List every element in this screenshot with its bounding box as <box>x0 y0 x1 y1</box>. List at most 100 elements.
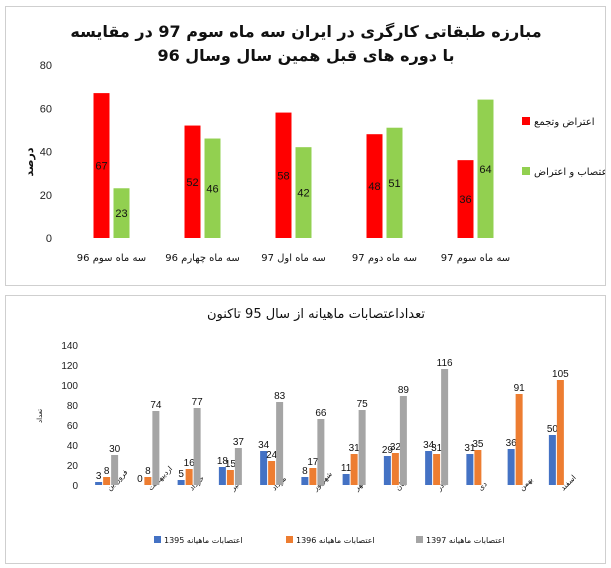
chart2-data-label: 29 <box>382 445 394 456</box>
chart2-panel: تعداداعتصابات ماهیانه از سال 95 تاکنون ت… <box>5 295 606 564</box>
chart1-title-line2: با دوره های قبل همین سال وسال 96 <box>157 46 454 65</box>
chart2-y-tick-label: 140 <box>61 341 78 352</box>
chart1-data-label: 67 <box>95 161 107 173</box>
chart2-bar-1396 <box>350 454 358 485</box>
chart2-y-tick-label: 100 <box>61 381 78 392</box>
chart1-bar-strike <box>386 127 403 238</box>
chart2-y-axis-label: تعداد <box>36 409 44 423</box>
chart2-data-label: 8 <box>302 466 308 477</box>
chart2-bar-1396 <box>309 468 317 485</box>
chart2-bar-1396 <box>226 470 234 485</box>
chart2-data-label: 31 <box>464 443 476 454</box>
chart2-bar-1395 <box>218 467 226 485</box>
chart2-data-label: 17 <box>307 457 319 468</box>
chart1-legend-swatch-strike <box>522 167 530 175</box>
chart1-y-tick-label: 60 <box>40 103 52 115</box>
chart1-svg: مبارزه طبقاتی کارگری در ایران سه ماه سوم… <box>23 22 605 264</box>
chart2-bar-1395 <box>466 454 474 485</box>
chart1-legend-label-protest: اعتراض وتجمع <box>534 117 595 128</box>
chart1-legend-label-strike: اعتصاب و اعتراض <box>534 167 605 178</box>
chart2-data-label: 34 <box>423 440 435 451</box>
chart2-bar-1395 <box>548 435 556 485</box>
chart1-bar-protest <box>93 93 110 238</box>
chart1-data-label: 46 <box>206 183 218 195</box>
chart2-bar-1397 <box>111 455 119 485</box>
chart2-bar-1396 <box>268 461 276 485</box>
chart1-y-tick-label: 40 <box>40 147 52 159</box>
chart2-data-label: 75 <box>357 399 369 410</box>
chart2-data-label: 35 <box>472 439 484 450</box>
chart2-data-label: 77 <box>192 397 204 408</box>
chart2-y-tick-label: 20 <box>67 461 79 472</box>
chart2-data-label: 89 <box>398 385 410 396</box>
chart2-bar-1397 <box>358 410 366 485</box>
chart2-bar-1396 <box>474 450 482 485</box>
chart2-bar-1395 <box>342 474 350 485</box>
chart1-data-label: 51 <box>388 178 400 190</box>
chart2-legend-label: اعتصابات ماهیانه 1395 <box>164 536 243 545</box>
chart1-y-axis-label: درصد <box>23 147 36 176</box>
chart1-bar-strike <box>477 99 494 238</box>
chart1-data-label: 48 <box>368 181 380 193</box>
chart2-bar-1396 <box>185 469 193 485</box>
chart2-bar-1395 <box>425 451 433 485</box>
chart1-category-label: سه ماه چهارم 96 <box>165 253 240 264</box>
chart2-bar-1397 <box>441 369 449 485</box>
chart2-bar-1396 <box>144 477 152 485</box>
chart2-data-label: 15 <box>225 459 237 470</box>
chart1-bar-protest <box>275 112 292 238</box>
chart2-data-label: 18 <box>217 456 229 467</box>
chart1-bar-strike <box>113 188 130 238</box>
chart2-y-tick-label: 60 <box>67 421 79 432</box>
chart2-bar-1395 <box>301 477 309 485</box>
chart2-bar-1395 <box>95 482 103 485</box>
chart2-bar-1396 <box>515 394 523 485</box>
chart2-data-label: 50 <box>547 424 559 435</box>
chart2-data-label: 16 <box>184 458 196 469</box>
chart2-y-tick-label: 40 <box>67 441 79 452</box>
chart2-legend-label: اعتصابات ماهیانه 1396 <box>296 536 375 545</box>
chart2-bar-1397 <box>193 408 201 485</box>
chart1-bar-protest <box>366 134 383 238</box>
chart2-data-label: 31 <box>349 443 361 454</box>
chart2-legend-label: اعتصابات ماهیانه 1397 <box>426 536 505 545</box>
chart2-bar-1396 <box>433 454 441 485</box>
chart2-legend-swatch <box>286 536 293 543</box>
chart2-data-label: 116 <box>437 358 453 369</box>
chart1-category-label: سه ماه سوم 96 <box>77 253 146 264</box>
chart1-category-label: سه ماه سوم 97 <box>441 253 510 264</box>
chart2-legend-swatch <box>154 536 161 543</box>
chart2-data-label: 3 <box>96 471 102 482</box>
chart2-bar-1396 <box>391 453 399 485</box>
chart2-data-label: 24 <box>266 450 278 461</box>
chart2-bar-1395 <box>383 456 391 485</box>
chart1-bar-protest <box>457 160 474 238</box>
chart1-data-label: 36 <box>459 194 471 206</box>
chart2-bar-1397 <box>276 402 284 485</box>
chart2-bar-1395 <box>507 449 515 485</box>
chart2-data-label: 83 <box>274 391 286 402</box>
chart2-y-tick-label: 120 <box>61 361 78 372</box>
chart2-bar-1395 <box>177 480 185 485</box>
chart1-category-label: سه ماه دوم 97 <box>352 253 417 264</box>
chart2-svg: تعداداعتصابات ماهیانه از سال 95 تاکنون ت… <box>36 307 578 545</box>
chart1-panel: مبارزه طبقاتی کارگری در ایران سه ماه سوم… <box>5 6 606 286</box>
chart2-data-label: 34 <box>258 440 270 451</box>
chart2-y-tick-label: 0 <box>72 481 78 492</box>
chart2-data-label: 11 <box>341 463 352 474</box>
chart1-title-line1: مبارزه طبقاتی کارگری در ایران سه ماه سوم… <box>70 22 541 41</box>
chart2-data-label: 32 <box>390 442 402 453</box>
chart1-data-label: 42 <box>297 188 309 200</box>
chart2-bar-1396 <box>103 477 111 485</box>
chart2-bar-1397 <box>399 396 407 485</box>
chart1-bar-protest <box>184 125 201 238</box>
chart2-title: تعداداعتصابات ماهیانه از سال 95 تاکنون <box>207 307 425 322</box>
chart2-data-label: 37 <box>233 437 245 448</box>
chart1-y-tick-label: 0 <box>46 233 52 245</box>
chart2-data-label: 0 <box>137 474 143 485</box>
chart2-y-tick-label: 80 <box>67 401 79 412</box>
chart2-data-label: 91 <box>514 383 526 394</box>
chart2-data-label: 8 <box>145 466 151 477</box>
chart1-data-label: 58 <box>277 170 289 182</box>
chart2-bar-1396 <box>556 380 564 485</box>
